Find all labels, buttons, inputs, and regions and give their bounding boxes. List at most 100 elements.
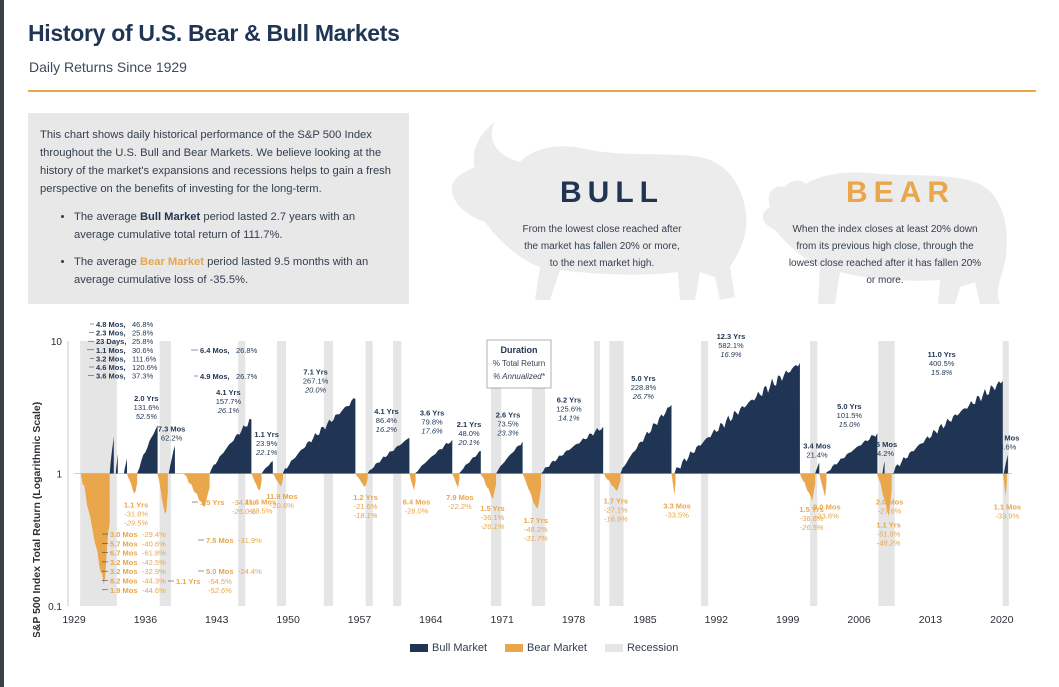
early-bull-return: 46.8% — [132, 320, 154, 329]
bull-duration-label: 4.1 Yrs — [374, 407, 398, 416]
bull-annualized-label: 23.3% — [496, 429, 519, 438]
bull-duration-label: 2.0 Yrs — [134, 394, 158, 403]
bull-return-label: 267.1% — [303, 377, 329, 386]
x-tick-label: 1978 — [562, 614, 586, 626]
bull-summary-key: Bull Market — [139, 211, 201, 223]
bull-duration-label: 7.1 Yrs — [303, 368, 327, 377]
early-bull-duration: 4.8 Mos, — [96, 320, 126, 329]
legend-recession-label: Recession — [626, 642, 679, 654]
bear-market-area — [184, 473, 210, 507]
early-bull-return: 25.8% — [132, 329, 154, 338]
bull-annualized-label: 26.7% — [632, 392, 655, 401]
bull-duration-label: 6.2 Yrs — [557, 396, 581, 405]
legend-recession: Recession — [604, 642, 679, 654]
bear-return-label: -27.6% — [878, 506, 902, 515]
bear-annualized-label: -31.7% — [524, 534, 548, 543]
bull-duration-label: 5.0 Yrs — [631, 374, 655, 383]
legend-bear-swatch — [505, 644, 524, 652]
bull-markets — [109, 363, 1008, 474]
bull-market-area — [168, 445, 175, 474]
bull-return-label: 48.0% — [458, 429, 480, 438]
bull-annualized-label: 20.1% — [457, 438, 480, 447]
bear-return-label: -20.6% — [270, 501, 294, 510]
early-bear-return: -44.3% — [142, 577, 166, 586]
bear-market-area — [819, 473, 827, 498]
bull-annualized-label: 17.6% — [421, 427, 443, 436]
x-tick-label: 1992 — [705, 614, 729, 626]
bull-annualized-label: 22.1% — [255, 448, 278, 457]
bull-definition: From the lowest close reached after the … — [522, 224, 682, 269]
y-tick-label: 1 — [56, 470, 62, 481]
header-divider — [28, 90, 1036, 92]
early-labels: 4.8 Mos, 46.8% 2.3 Mos, 25.8% 23 Days, 25.… — [87, 320, 262, 595]
legend-bull: Bull Market — [410, 642, 487, 654]
bull-duration-label: 12.3 Yrs — [717, 332, 746, 341]
bear-return-label: -27.1% — [604, 506, 628, 515]
bull-annualized-label: 14.1% — [558, 414, 580, 423]
bear-market-area — [480, 473, 497, 499]
bull-duration-label: 4.1 Yrs — [216, 388, 240, 397]
y-tick-label: 0.1 — [48, 602, 62, 613]
early-bear-duration: 6.7 Mos — [110, 549, 138, 558]
early-bear-duration: 5.7 Mos — [110, 539, 138, 548]
bull-return-label: 131.6% — [134, 403, 160, 412]
bull-return-label: 79.8% — [421, 418, 443, 427]
bull-return-label: 228.8% — [631, 383, 657, 392]
early-bear-duration: 7.5 Mos — [206, 536, 234, 545]
bear-duration-label: 11.6 Mos — [245, 497, 276, 506]
early-bear-duration: 1.1 Yrs — [176, 577, 200, 586]
x-tick-label: 1950 — [276, 614, 300, 626]
bear-market-area — [81, 473, 110, 585]
duration-key-line2: % Annualized* — [493, 372, 546, 381]
bull-market-area — [261, 461, 273, 474]
bull-market-area — [674, 363, 800, 474]
early-bull-duration: 1.1 Mos, — [96, 346, 126, 355]
bull-duration-label: 11.0 Yrs — [928, 350, 956, 359]
duration-key-line1: % Total Return — [493, 359, 545, 368]
bear-return-label: -33.8% — [815, 511, 839, 520]
bear-duration-label: 7.9 Mos — [446, 493, 474, 502]
bear-annualized-label: -26.1% — [481, 522, 505, 531]
bull-return-label: 582.1% — [718, 341, 744, 350]
bear-market-area — [884, 473, 889, 492]
early-bull-duration: 4.6 Mos, — [96, 363, 126, 372]
legend-bear: Bear Market — [505, 642, 587, 654]
bull-summary: The average Bull Market period lasted 2.… — [74, 208, 397, 244]
bear-duration-label: 1.1 Yrs — [124, 501, 148, 510]
bear-annualized-label: -18.1% — [354, 511, 378, 520]
early-bear-duration: 8.2 Mos — [110, 577, 138, 586]
early-bear-return: -32.9% — [142, 567, 166, 576]
bear-duration-label: 1.5 Yrs — [480, 504, 504, 513]
bear-return-label: -33.9% — [995, 511, 1019, 520]
bull-duration-label: 1.1 Yrs — [254, 430, 278, 439]
bull-return-label: 38.6% — [995, 443, 1017, 452]
bear-summary-key: Bear Market — [139, 256, 204, 268]
early-bear-annualized: -25.0% — [232, 507, 256, 516]
bear-market-area — [272, 473, 284, 486]
bull-market-area — [540, 426, 604, 474]
bull-market-area — [882, 461, 885, 474]
bull-duration-label: 5.0 Yrs — [837, 402, 861, 411]
early-bear-annualized: -52.6% — [208, 586, 232, 595]
bull-return-label: 24.2% — [873, 449, 895, 458]
bull-duration-label: 1.5 Mos — [870, 440, 898, 449]
early-bear-return: -40.6% — [142, 539, 166, 548]
bull-return-label: 86.4% — [376, 416, 398, 425]
bear-silhouette-icon — [762, 172, 1007, 304]
bear-duration-label: 2.0 Mos — [876, 497, 904, 506]
bull-market-area — [891, 380, 1003, 474]
bear-market-area — [355, 473, 368, 487]
bear-return-label: -28.0% — [405, 506, 429, 515]
bull-return-label: 157.7% — [216, 397, 242, 406]
bull-silhouette-icon — [451, 122, 747, 300]
bear-market-area — [671, 473, 676, 496]
bear-return-label: -21.6% — [354, 502, 378, 511]
legend-recession-swatch — [604, 644, 623, 652]
bull-duration-label: 3.6 Yrs — [420, 409, 444, 418]
bull-market-area — [109, 436, 114, 474]
early-bull-return: 30.6% — [132, 346, 154, 355]
bull-summary-post: period lasted 2.7 years with an average … — [74, 211, 356, 241]
bear-duration-label: 1.1 Yrs — [876, 521, 900, 530]
bear-annualized-label: -26.5% — [800, 523, 824, 532]
